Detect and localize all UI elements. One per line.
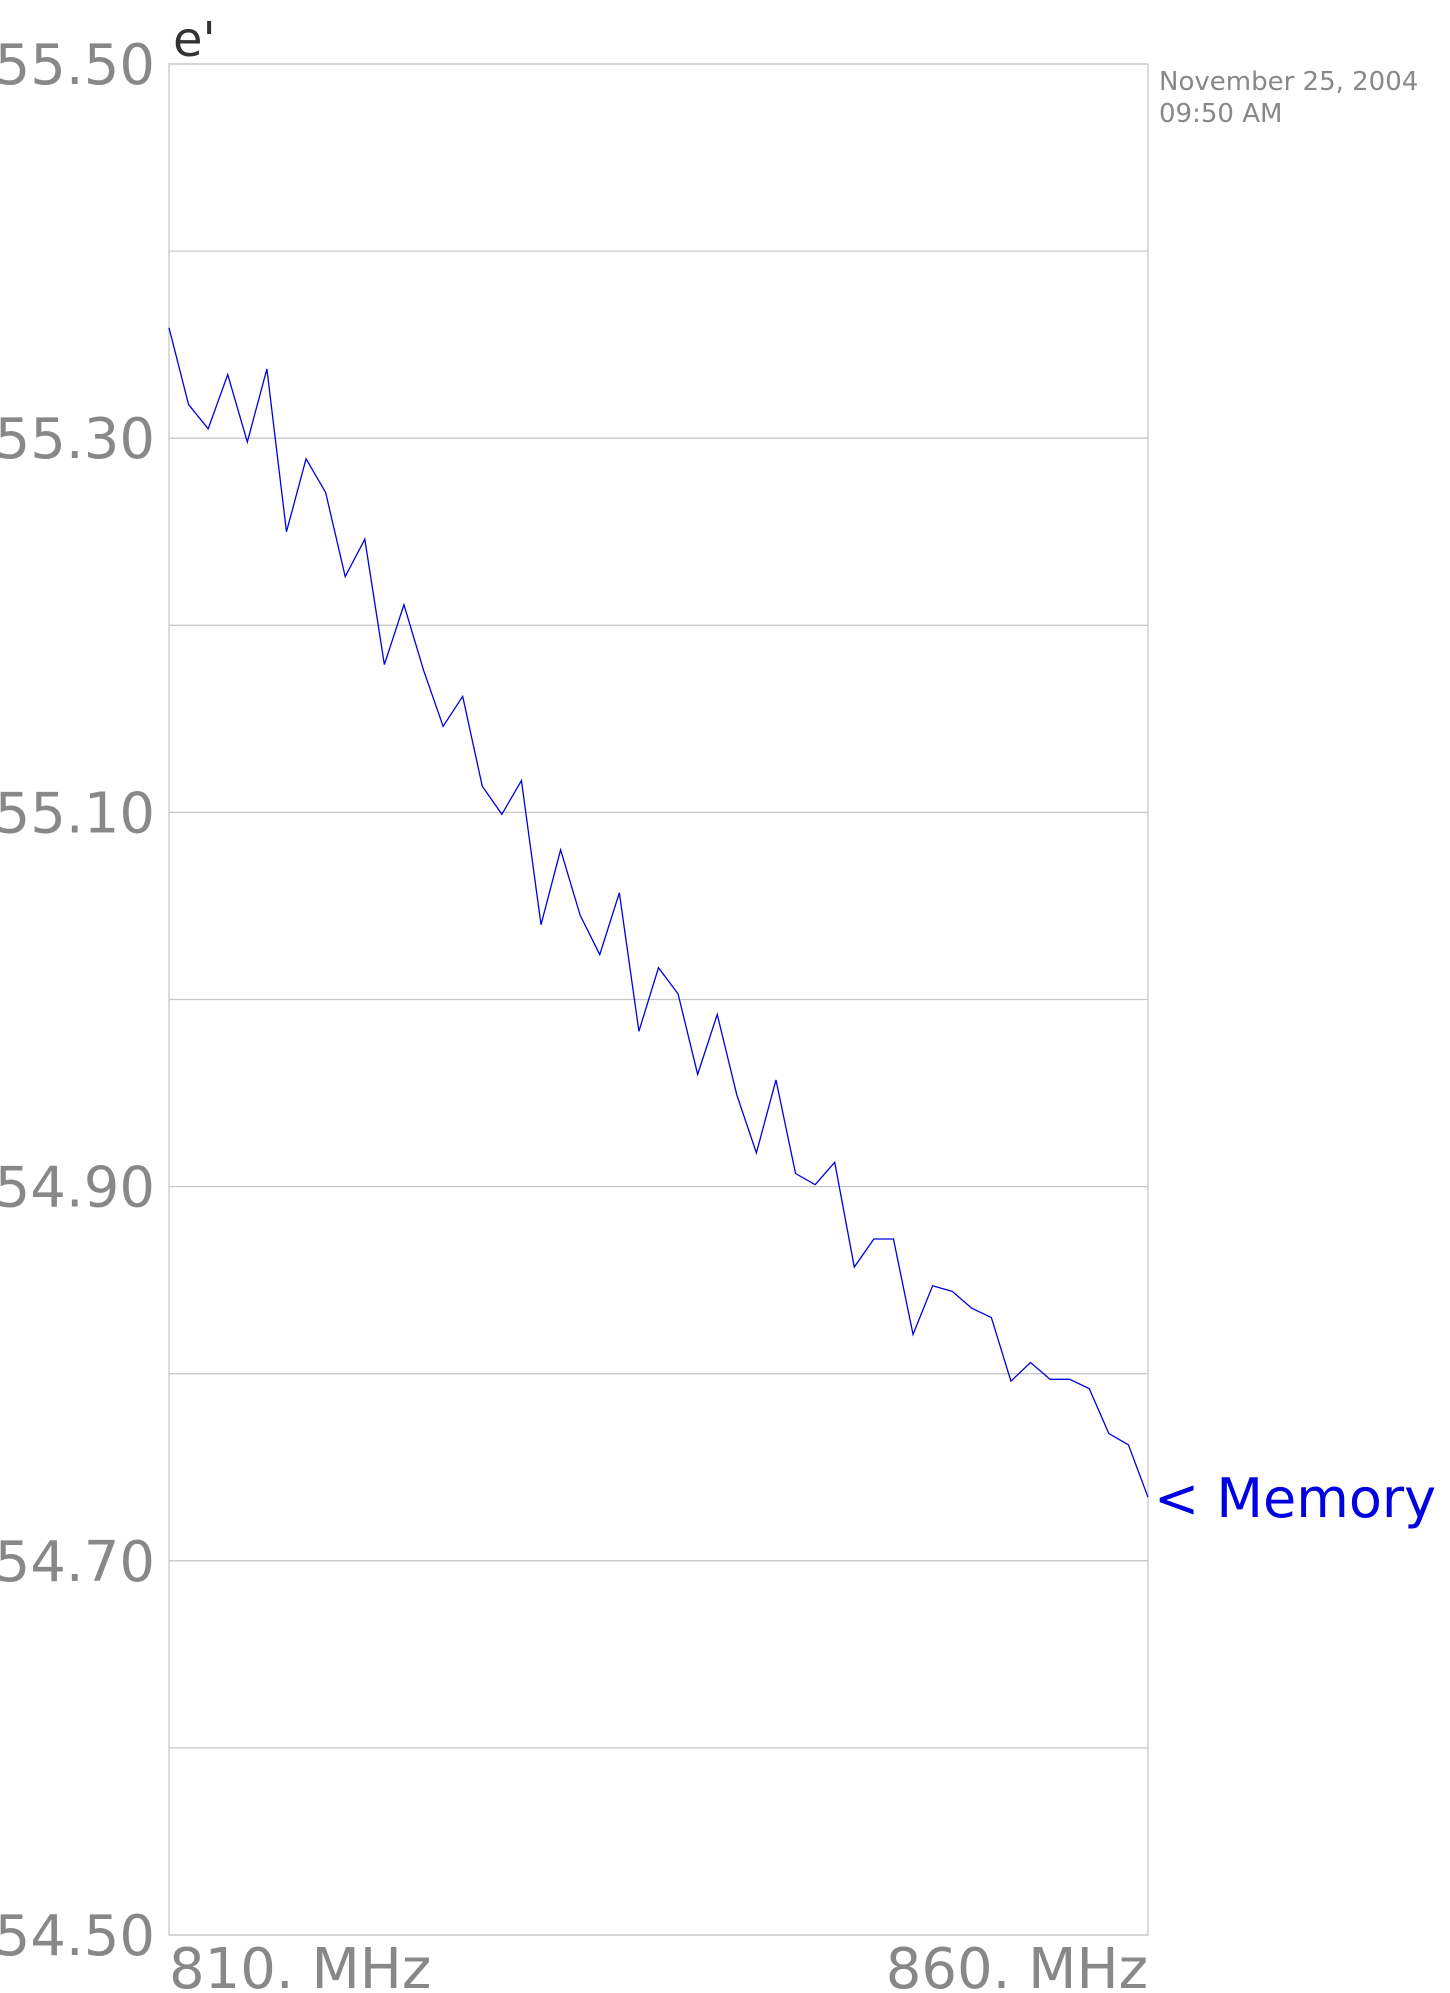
- x-tick-label: 810. MHz: [169, 1937, 431, 1993]
- y-tick-label: 55.30: [0, 407, 155, 472]
- y-axis-label: e': [173, 12, 216, 68]
- data-line: [168, 327, 1149, 1498]
- y-tick-label: 54.90: [0, 1156, 155, 1221]
- y-tick-label: 54.70: [0, 1530, 155, 1595]
- series-label: < Memory 1: [1154, 1467, 1450, 1530]
- time-annotation: 09:50 AM: [1159, 99, 1282, 129]
- date-annotation: November 25, 2004: [1159, 67, 1418, 97]
- x-tick-label: 860. MHz: [886, 1937, 1148, 1993]
- y-tick-label: 54.50: [0, 1904, 155, 1969]
- y-tick-label: 55.50: [0, 33, 155, 98]
- y-tick-label: 55.10: [0, 781, 155, 846]
